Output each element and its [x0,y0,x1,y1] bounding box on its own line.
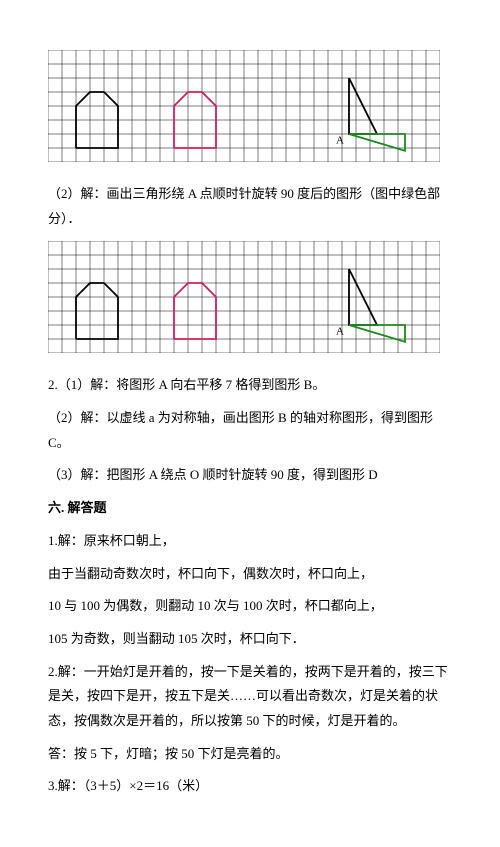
paragraph-a2-ans: 答：按 5 下，灯暗；按 50 下灯是亮着的。 [48,742,452,767]
heading-six: 六. 解答题 [48,496,452,521]
paragraph-a1-3: 10 与 100 为偶数，则翻动 10 次与 100 次时，杯口都向上， [48,594,452,619]
paragraph-a1-4: 105 为奇数，则当翻动 105 次时，杯口向下． [48,627,452,652]
grid-svg-2: A [48,241,440,353]
figure-grid-2: A [48,241,452,353]
paragraph-a1-1: 1.解：原来杯口朝上， [48,529,452,554]
svg-text:A: A [336,326,344,338]
grid-svg-1: A [48,50,440,162]
svg-text:A: A [336,135,344,147]
paragraph-a1-2: 由于当翻动奇数次时，杯口向下，偶数次时，杯口向上， [48,562,452,587]
paragraph-2-1: 2.（1）解：将图形 A 向右平移 7 格得到图形 B。 [48,373,452,398]
paragraph-2-3: （3）解：把图形 A 绕点 O 顺时针旋转 90 度，得到图形 D [48,463,452,488]
paragraph-a3: 3.解：（3＋5）×2＝16（米） [48,774,452,799]
paragraph-2-2: （2）解：以虚线 a 为对称轴，画出图形 B 的轴对称图形，得到图形 C。 [48,406,452,455]
paragraph-a2-1: 2.解：一开始灯是开着的，按一下是关着的，按两下是开着的，按三下是关，按四下是开… [48,660,452,734]
figure-grid-1: A [48,50,452,162]
paragraph-q2: （2）解：画出三角形绕 A 点顺时针旋转 90 度后的图形（图中绿色部分）． [48,182,452,231]
